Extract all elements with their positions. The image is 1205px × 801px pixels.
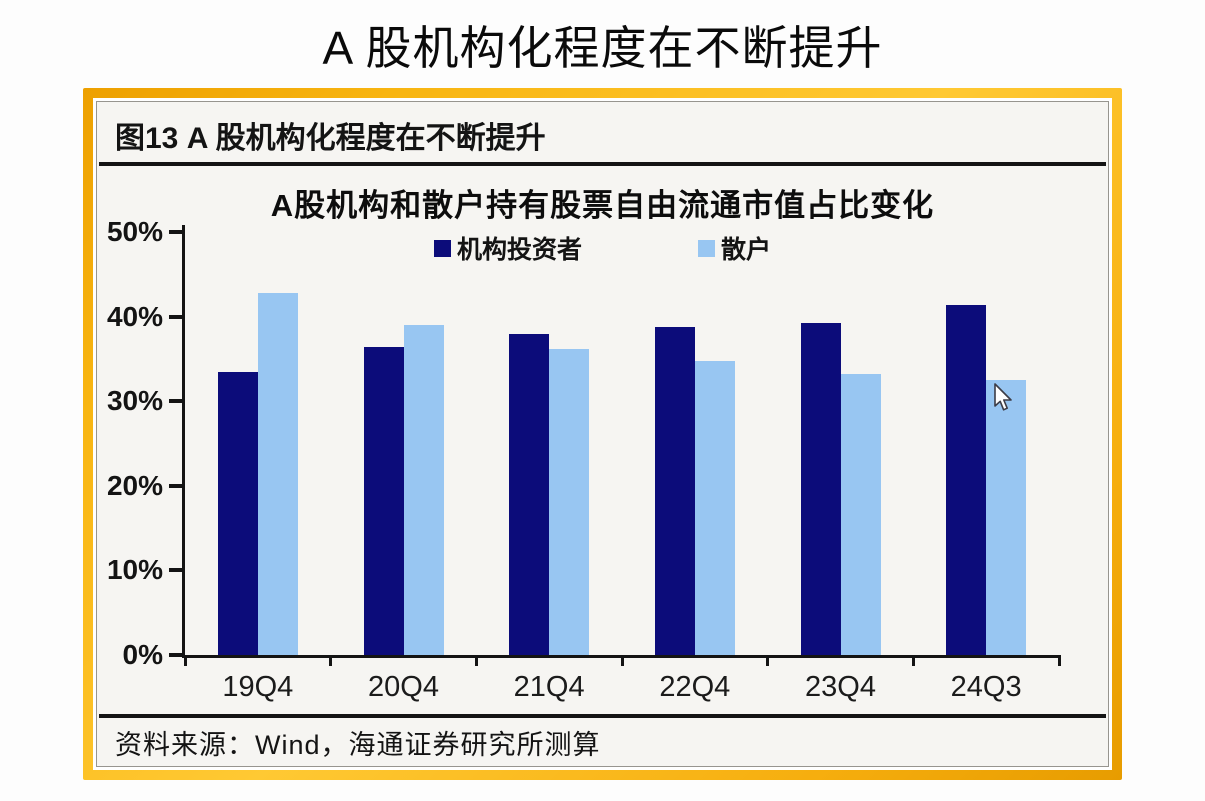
y-tick-mark-50 — [169, 230, 182, 234]
x-tick-mark-3 — [620, 655, 624, 666]
plot-area: 50% 40% 30% 20% 10% 0% 19Q4 20Q4 21Q4 22Q4 23Q4 24Q… — [107, 216, 1061, 703]
x-tick-label-21Q4: 21Q4 — [513, 671, 585, 703]
header-divider — [99, 162, 1106, 166]
y-tick-label-0: 0% — [122, 639, 163, 670]
chart-region: A股机构和散户持有股票自由流通市值占比变化 机构投资者 散户 50% 40% 30%… — [97, 166, 1108, 714]
legend-item-retail: 散户 — [698, 230, 771, 266]
legend-label-institutional: 机构投资者 — [456, 236, 582, 264]
source-note: 资料来源：Wind，海通证券研究所测算 — [115, 729, 601, 760]
legend-swatch-retail — [698, 239, 715, 257]
y-tick-label-40: 40% — [106, 300, 163, 332]
bar-institutional-22Q4 — [654, 326, 695, 655]
bar-institutional-19Q4 — [217, 371, 258, 655]
legend: 机构投资者 散户 — [97, 230, 1108, 266]
y-tick-mark-20 — [169, 483, 182, 488]
figure-frame-inner-stripe: 图13 A 股机构化程度在不断提升 A股机构和散户持有股票自由流通市值占比变化 … — [93, 98, 1112, 770]
figure-frame: 图13 A 股机构化程度在不断提升 A股机构和散户持有股票自由流通市值占比变化 … — [83, 88, 1122, 780]
bar-retail-22Q4 — [694, 360, 735, 655]
y-tick-mark-30 — [169, 399, 182, 404]
bar-retail-21Q4 — [549, 348, 590, 655]
legend-label-retail: 散户 — [721, 236, 772, 264]
bar-institutional-21Q4 — [509, 334, 550, 655]
y-tick-label-10: 10% — [106, 554, 163, 586]
legend-swatch-institutional — [433, 239, 451, 257]
y-tick-mark-0 — [169, 653, 182, 657]
figure-content: 图13 A 股机构化程度在不断提升 A股机构和散户持有股票自由流通市值占比变化 … — [96, 101, 1109, 767]
bar-retail-19Q4 — [257, 292, 298, 655]
bar-retail-20Q4 — [403, 325, 444, 655]
x-tick-mark-2 — [474, 655, 478, 666]
figure-header: 图13 A 股机构化程度在不断提升 — [115, 122, 546, 155]
y-tick-label-30: 30% — [106, 385, 163, 417]
y-tick-mark-40 — [169, 314, 182, 319]
bar-institutional-24Q3 — [946, 304, 987, 655]
legend-item-institutional: 机构投资者 — [433, 230, 582, 266]
y-tick-label-50: 50% — [106, 216, 163, 247]
x-tick-mark-4 — [766, 655, 770, 666]
x-tick-label-23Q4: 23Q4 — [805, 671, 876, 703]
x-tick-label-24Q3: 24Q3 — [950, 671, 1022, 703]
x-tick-label-20Q4: 20Q4 — [368, 671, 439, 703]
x-tick-label-22Q4: 22Q4 — [659, 671, 731, 703]
x-tick-label-19Q4: 19Q4 — [222, 671, 294, 703]
bar-retail-24Q3 — [986, 380, 1027, 655]
y-tick-mark-10 — [169, 568, 182, 573]
chart-title: A股机构和散户持有股票自由流通市值占比变化 — [270, 188, 935, 223]
page-title: A 股机构化程度在不断提升 — [322, 22, 883, 74]
x-tick-mark-0 — [183, 655, 187, 666]
bar-institutional-20Q4 — [363, 347, 404, 655]
y-tick-label-20: 20% — [106, 469, 163, 501]
footer-divider — [99, 714, 1106, 718]
x-tick-mark-1 — [329, 655, 333, 666]
bar-retail-23Q4 — [840, 374, 881, 655]
x-tick-mark-5 — [911, 655, 915, 666]
x-tick-mark-6 — [1057, 655, 1061, 666]
bar-institutional-23Q4 — [800, 323, 841, 655]
